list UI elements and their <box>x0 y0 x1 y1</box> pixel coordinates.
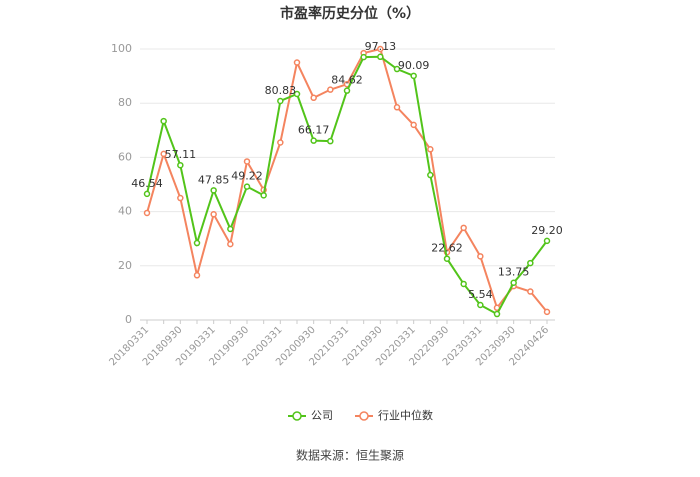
point <box>193 239 201 247</box>
point <box>227 240 234 248</box>
point <box>510 279 517 286</box>
y-tick-label: 0 <box>125 313 132 326</box>
y-tick-label: 100 <box>111 42 132 55</box>
point <box>477 253 484 260</box>
point <box>143 190 151 198</box>
legend-label: 公司 <box>311 409 333 422</box>
point <box>260 192 267 199</box>
data-label: 97.13 <box>365 40 397 53</box>
point <box>460 224 467 232</box>
y-tick-label: 40 <box>118 205 132 218</box>
point <box>277 97 284 105</box>
point <box>327 137 334 145</box>
y-tick-label: 80 <box>118 96 132 109</box>
point <box>443 255 451 262</box>
legend-label: 行业中位数 <box>378 408 433 422</box>
data-label: 57.11 <box>165 148 197 161</box>
point <box>410 121 417 129</box>
point <box>377 53 384 61</box>
point <box>543 308 551 316</box>
point <box>293 90 301 98</box>
data-label: 80.83 <box>265 84 297 97</box>
chart-title: 市盈率历史分位（%） <box>280 5 420 22</box>
point <box>377 45 384 53</box>
point <box>460 280 467 288</box>
point <box>310 137 317 144</box>
data-label: 5.54 <box>468 288 493 301</box>
data-label: 46.54 <box>131 177 163 190</box>
point <box>160 150 167 158</box>
point <box>160 117 167 125</box>
data-label: 84.62 <box>331 74 363 87</box>
data-label: 66.17 <box>298 124 330 137</box>
legend-marker <box>359 411 369 421</box>
point <box>343 87 351 94</box>
point <box>427 146 434 153</box>
data-label: 13.75 <box>498 266 530 279</box>
point <box>527 288 534 295</box>
point <box>143 209 151 217</box>
point <box>327 86 334 93</box>
y-tick-label: 20 <box>118 259 132 272</box>
point <box>543 237 551 245</box>
legend-marker <box>292 411 302 421</box>
point <box>243 183 251 190</box>
point <box>310 94 317 102</box>
source-note: 数据来源：恒生聚源 <box>296 448 404 463</box>
point <box>427 171 434 179</box>
point <box>227 225 234 233</box>
y-tick-label: 60 <box>118 150 132 163</box>
data-label: 29.20 <box>531 224 563 237</box>
data-label: 22.62 <box>431 242 463 255</box>
point <box>477 301 484 309</box>
point <box>493 310 501 318</box>
point <box>210 187 217 194</box>
point <box>177 161 184 169</box>
data-label: 90.09 <box>398 59 430 72</box>
point <box>193 272 201 279</box>
point <box>210 211 217 218</box>
data-label: 47.85 <box>198 173 230 186</box>
point <box>527 259 534 267</box>
point <box>393 65 401 73</box>
point <box>360 53 367 61</box>
point <box>277 139 284 146</box>
point <box>410 72 417 80</box>
point <box>393 104 401 111</box>
data-label: 49.22 <box>231 170 263 183</box>
point <box>177 194 184 202</box>
point <box>243 158 251 165</box>
point <box>293 59 301 66</box>
